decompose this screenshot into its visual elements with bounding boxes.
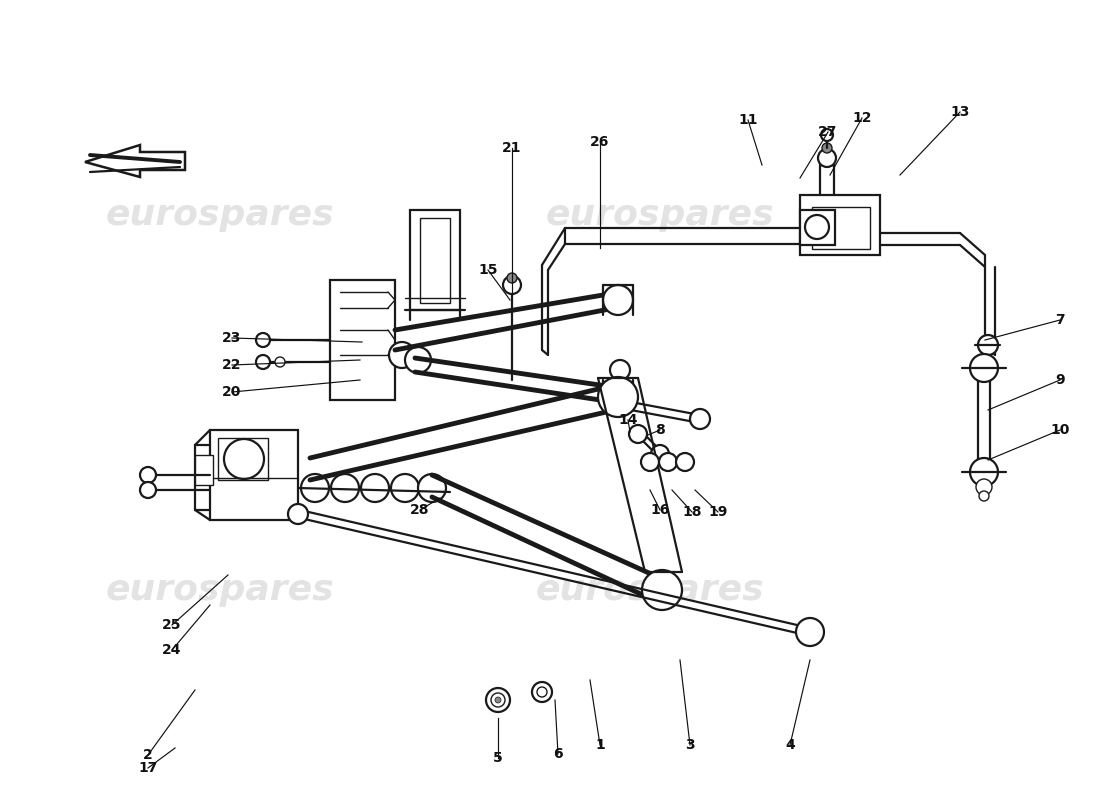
Circle shape (142, 484, 154, 496)
Circle shape (288, 504, 308, 524)
Circle shape (676, 453, 694, 471)
Circle shape (140, 467, 156, 483)
Text: 24: 24 (163, 643, 182, 657)
Circle shape (256, 333, 270, 347)
Text: 12: 12 (852, 111, 871, 125)
Text: eurospares: eurospares (536, 573, 764, 607)
Text: eurospares: eurospares (546, 198, 774, 232)
Bar (800, 195, 880, 255)
Bar (800, 210, 835, 245)
Circle shape (532, 682, 552, 702)
Circle shape (418, 474, 446, 502)
Circle shape (979, 491, 989, 501)
Circle shape (140, 482, 156, 498)
Text: 28: 28 (410, 503, 430, 517)
Circle shape (301, 474, 329, 502)
Text: eurospares: eurospares (106, 573, 334, 607)
Circle shape (641, 453, 659, 471)
Text: eurospares: eurospares (106, 198, 334, 232)
Text: 5: 5 (493, 751, 503, 765)
Text: 16: 16 (650, 503, 670, 517)
Text: 25: 25 (163, 618, 182, 632)
Text: 2: 2 (143, 748, 153, 762)
Circle shape (256, 355, 270, 369)
Circle shape (389, 342, 415, 368)
Text: 3: 3 (685, 738, 695, 752)
Text: 20: 20 (222, 385, 242, 399)
Circle shape (970, 354, 998, 382)
Bar (210, 430, 298, 520)
Text: 6: 6 (553, 747, 563, 761)
Bar (812, 207, 870, 249)
Circle shape (642, 570, 682, 610)
Text: 15: 15 (478, 263, 497, 277)
Circle shape (390, 474, 419, 502)
Circle shape (629, 425, 647, 443)
Circle shape (331, 474, 359, 502)
Circle shape (610, 360, 630, 380)
Text: 1: 1 (595, 738, 605, 752)
Circle shape (598, 377, 638, 417)
Text: 23: 23 (222, 331, 242, 345)
Text: 14: 14 (618, 413, 638, 427)
Circle shape (405, 347, 431, 373)
Text: 27: 27 (818, 125, 838, 139)
Text: 7: 7 (1055, 313, 1065, 327)
Circle shape (690, 409, 710, 429)
Circle shape (603, 285, 632, 315)
Circle shape (651, 445, 669, 463)
Circle shape (361, 474, 389, 502)
Text: 13: 13 (950, 105, 970, 119)
Circle shape (603, 380, 632, 410)
Circle shape (275, 357, 285, 367)
Text: 11: 11 (738, 113, 758, 127)
Text: 19: 19 (708, 505, 728, 519)
Circle shape (978, 335, 998, 355)
Bar (195, 455, 213, 485)
Circle shape (822, 143, 832, 153)
Bar (420, 218, 450, 303)
Circle shape (805, 215, 829, 239)
Circle shape (970, 458, 998, 486)
Text: 21: 21 (503, 141, 521, 155)
Circle shape (537, 687, 547, 697)
Text: 4: 4 (785, 738, 795, 752)
Text: 18: 18 (682, 505, 702, 519)
Circle shape (495, 697, 500, 703)
Text: 8: 8 (656, 423, 664, 437)
Text: 10: 10 (1050, 423, 1069, 437)
Circle shape (507, 273, 517, 283)
Text: 26: 26 (591, 135, 609, 149)
Circle shape (503, 276, 521, 294)
Text: 17: 17 (139, 761, 157, 775)
Circle shape (607, 393, 629, 415)
Circle shape (486, 688, 510, 712)
Polygon shape (85, 145, 185, 177)
Text: 22: 22 (222, 358, 242, 372)
Circle shape (224, 439, 264, 479)
Circle shape (821, 129, 833, 141)
Bar (218, 438, 268, 480)
Circle shape (491, 693, 505, 707)
Circle shape (976, 479, 992, 495)
Text: 9: 9 (1055, 373, 1065, 387)
Bar (410, 210, 460, 310)
Circle shape (818, 149, 836, 167)
Circle shape (796, 618, 824, 646)
Circle shape (659, 453, 676, 471)
Bar (330, 280, 395, 400)
